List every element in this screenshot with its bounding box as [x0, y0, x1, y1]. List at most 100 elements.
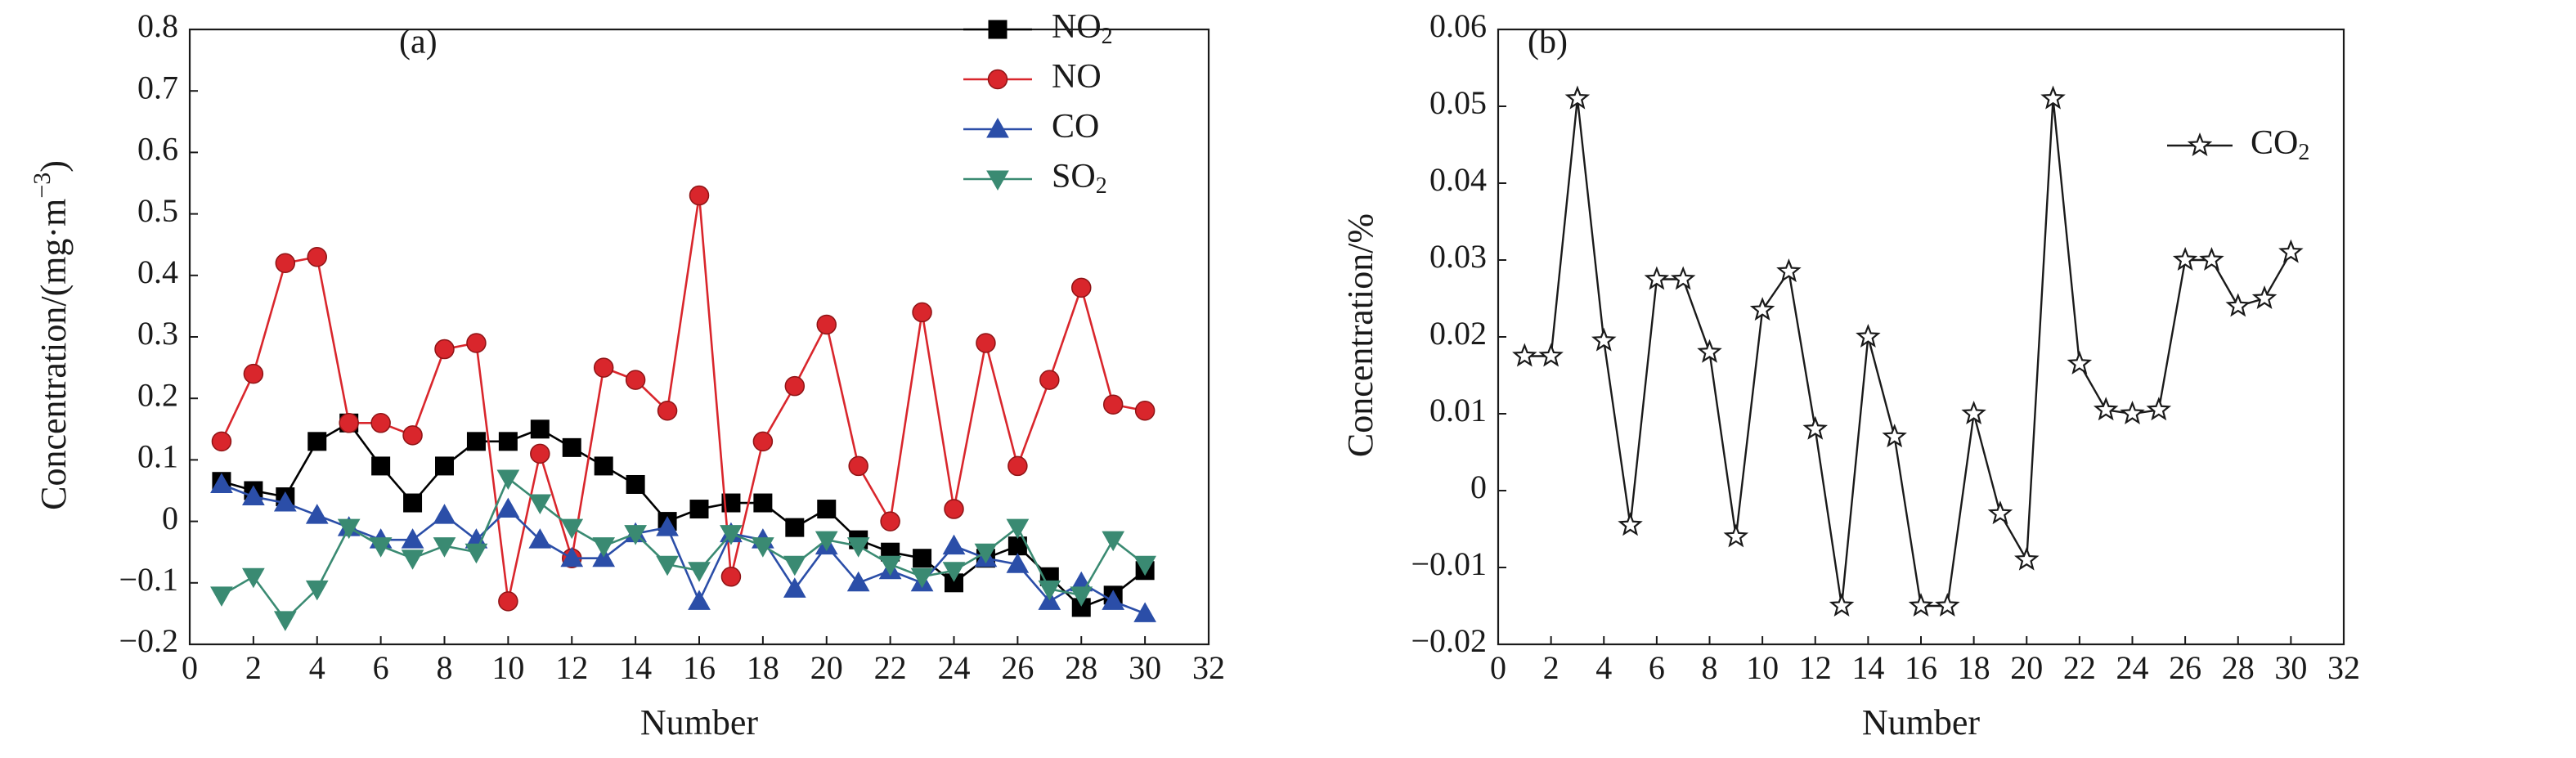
data-point-co — [656, 516, 679, 536]
data-point-co — [942, 534, 966, 555]
data-point-no — [816, 314, 837, 335]
x-tick-label-b: 22 — [2063, 649, 2096, 686]
data-point-co — [273, 491, 297, 512]
data-point-so2 — [464, 543, 488, 564]
chart-panel-b: 0 2 4 6 8 10 12 14 16 18 20 22 24 26 28 30 32−0.02−0.010… — [1340, 7, 2360, 742]
data-point-co2 — [1591, 327, 1617, 352]
x-tick-label-a: 28 — [1065, 649, 1097, 686]
data-point-so2 — [1070, 586, 1093, 607]
x-tick-label-a: 30 — [1129, 649, 1161, 686]
y-tick-label-a: −0.1 — [119, 561, 178, 598]
data-point-no — [402, 425, 423, 446]
panel-label-a: (a) — [399, 24, 438, 61]
x-tick-label-a: 24 — [938, 649, 971, 686]
data-point-no — [752, 431, 774, 452]
legend-label-no: NO — [1052, 58, 1102, 96]
legend-marker-so2 — [986, 170, 1009, 191]
data-point-no — [1071, 277, 1092, 298]
series-line-no2 — [221, 421, 1146, 609]
x-tick-label-b: 26 — [2169, 649, 2201, 686]
data-point-so2 — [305, 580, 329, 601]
data-point-no — [434, 339, 455, 360]
x-tick-label-b: 2 — [1543, 649, 1560, 686]
data-point-co2 — [2251, 285, 2278, 309]
data-point-so2 — [942, 562, 966, 582]
data-point-co — [528, 528, 552, 549]
x-tick-label-a: 26 — [1001, 649, 1034, 686]
y-tick-label-b: 0.03 — [1429, 238, 1487, 275]
x-tick-label-a: 20 — [810, 649, 843, 686]
data-point-co2 — [1829, 592, 1855, 617]
x-tick-label-b: 28 — [2222, 649, 2255, 686]
x-tick-label-a: 8 — [437, 649, 453, 686]
x-tick-label-a: 6 — [373, 649, 389, 686]
x-tick-label-a: 14 — [619, 649, 652, 686]
data-point-no — [976, 333, 996, 353]
data-point-no2 — [307, 432, 327, 451]
data-point-no2 — [562, 437, 581, 457]
data-point-so2 — [1102, 531, 1125, 552]
data-point-no — [657, 400, 678, 421]
x-tick-label-a: 0 — [182, 649, 198, 686]
data-point-co2 — [1670, 266, 1696, 290]
legend-label-co: CO — [1052, 108, 1099, 146]
data-point-so2 — [656, 555, 679, 576]
series-co — [210, 473, 1156, 622]
data-point-co2 — [2225, 293, 2251, 317]
data-point-no2 — [689, 500, 709, 519]
data-point-so2 — [433, 537, 456, 558]
legend-label-no2: NO2 — [1052, 8, 1113, 50]
data-point-so2 — [369, 537, 393, 558]
series-so2 — [210, 469, 1156, 631]
x-tick-label-a: 32 — [1192, 649, 1225, 686]
x-tick-label-b: 32 — [2327, 649, 2360, 686]
x-tick-label-b: 14 — [1851, 649, 1884, 686]
data-point-no2 — [371, 456, 391, 476]
x-tick-label-a: 2 — [245, 649, 262, 686]
data-point-co — [305, 504, 329, 524]
data-point-so2 — [752, 537, 774, 558]
y-tick-label-b: 0 — [1470, 469, 1487, 505]
y-tick-label-a: 0.5 — [137, 192, 178, 229]
data-point-no — [530, 443, 550, 464]
data-point-so2 — [624, 525, 647, 545]
data-point-no — [307, 246, 327, 267]
y-tick-label-b: 0.05 — [1429, 84, 1487, 121]
data-point-co2 — [1512, 343, 1537, 367]
data-point-so2 — [1133, 555, 1156, 576]
data-point-no — [211, 431, 232, 452]
data-point-co2 — [2278, 239, 2304, 263]
y-tick-label-a: 0.3 — [137, 315, 178, 352]
legend-item-no2: NO2 — [963, 8, 1113, 50]
y-tick-label-b: 0.04 — [1429, 161, 1487, 198]
x-tick-label-b: 8 — [1702, 649, 1718, 686]
legend-label-co2: CO2 — [2251, 124, 2309, 166]
x-tick-label-b: 0 — [1490, 649, 1506, 686]
data-point-no2 — [753, 493, 773, 513]
data-point-so2 — [528, 494, 552, 515]
data-point-no — [593, 357, 614, 378]
legend-item-no: NO — [963, 58, 1102, 96]
x-tick-label-b: 24 — [2116, 649, 2149, 686]
x-axis-title-a: Number — [640, 702, 759, 742]
y-tick-label-b: 0.01 — [1429, 392, 1487, 428]
data-point-so2 — [688, 562, 711, 582]
x-tick-label-a: 12 — [555, 649, 588, 686]
y-tick-label-a: 0 — [162, 500, 178, 536]
y-tick-label-a: 0.7 — [137, 69, 178, 105]
x-tick-label-a: 16 — [683, 649, 716, 686]
data-point-so2 — [878, 555, 902, 576]
data-point-so2 — [846, 537, 870, 558]
data-point-co2 — [1618, 512, 1643, 536]
data-point-co2 — [1987, 500, 2013, 525]
data-point-co2 — [1644, 266, 1670, 290]
data-point-no — [339, 413, 359, 433]
y-tick-label-a: 0.8 — [137, 7, 178, 44]
data-point-co2 — [1802, 415, 1828, 440]
x-tick-label-a: 18 — [747, 649, 779, 686]
data-point-co2 — [2120, 400, 2145, 424]
data-point-so2 — [815, 531, 838, 552]
data-point-co — [560, 546, 584, 567]
data-point-co2 — [1776, 258, 1802, 283]
series-line-no — [220, 195, 1146, 602]
